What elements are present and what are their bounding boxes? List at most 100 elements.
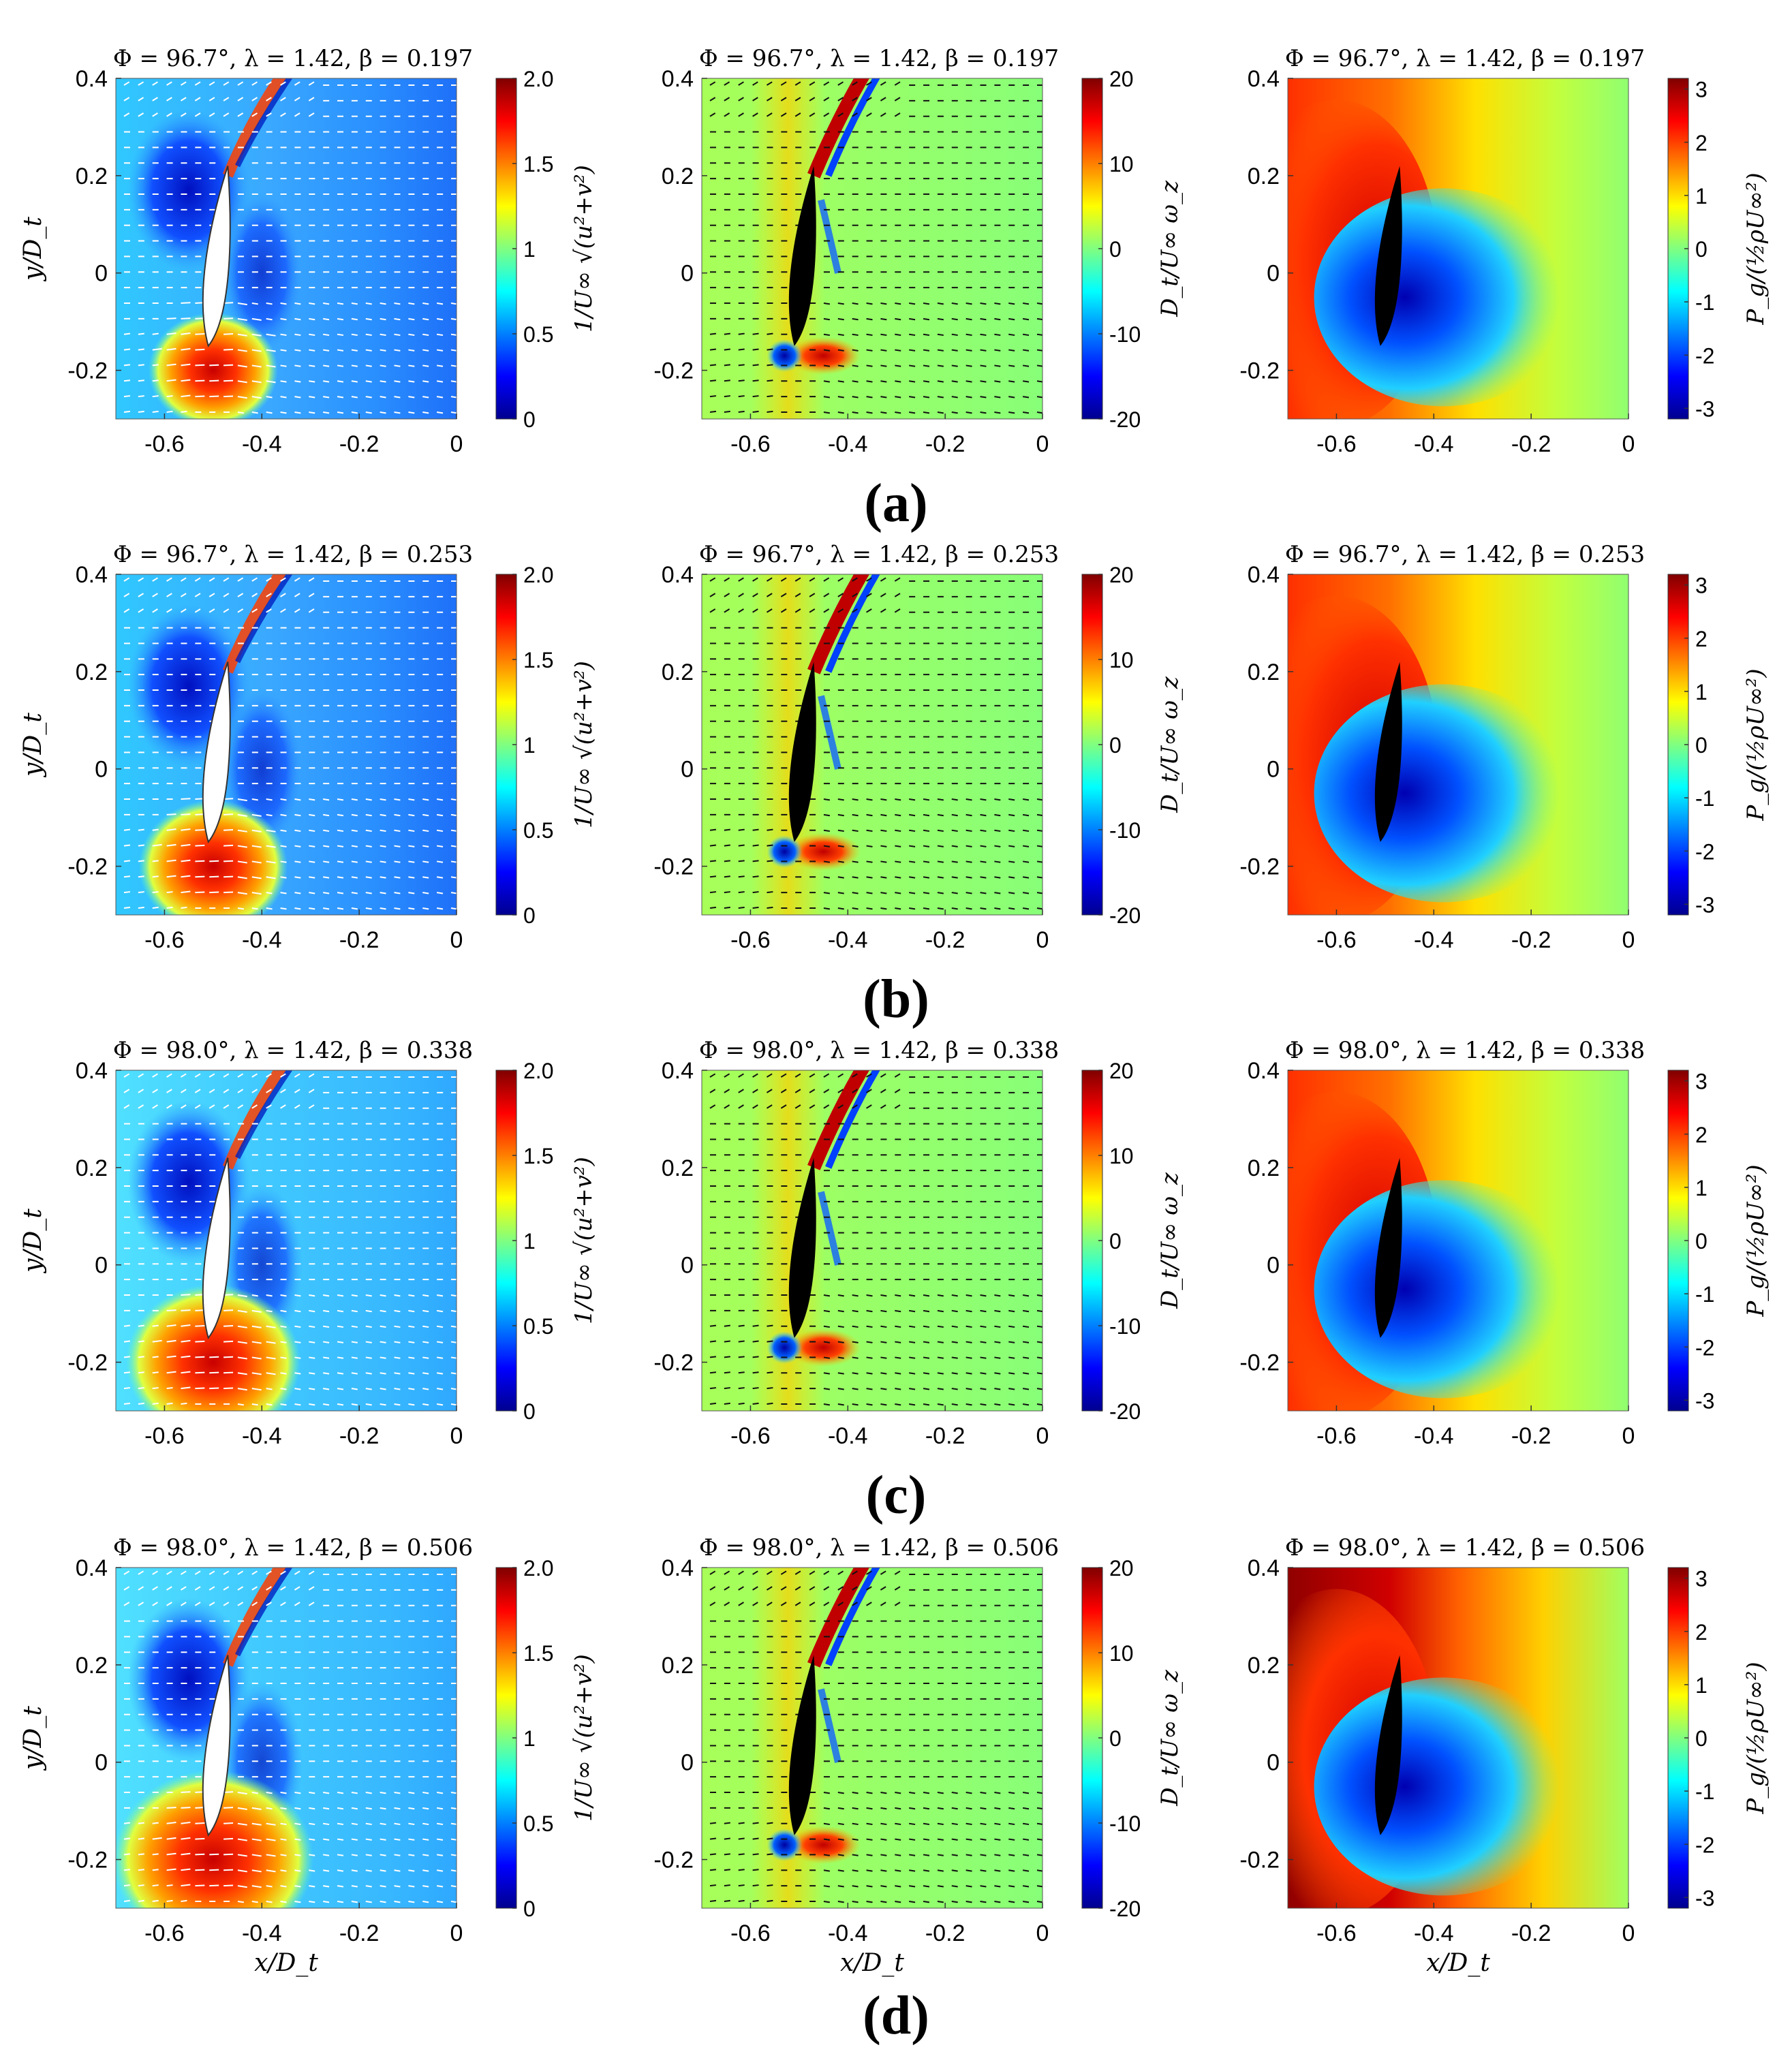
vector-arrow [152,97,158,102]
vector-arrow [337,349,344,352]
vector-arrow [767,410,773,413]
vector-arrow [138,81,144,86]
y-tick-label: 0.4 [76,562,108,588]
vector-arrow [166,1852,176,1856]
vector-arrow [980,1838,987,1841]
vector-arrow [365,860,372,863]
vector-arrow [909,1325,916,1328]
vector-arrow [380,1901,386,1903]
x-tick-label: -0.4 [242,1920,282,1946]
vector-arrow [1022,380,1030,383]
colorbar-tick-label: 0 [1695,237,1708,262]
vector-arrow [866,577,872,582]
vector-arrow [450,380,457,383]
y-tick-label: -0.2 [67,1848,108,1873]
axes-frame [701,78,1043,420]
vector-arrow [823,380,831,383]
vector-arrow [450,317,457,321]
vector-arrow [394,1341,401,1343]
x-tick-label: 0 [1622,431,1635,457]
vector-arrow [365,302,372,305]
colorbar-tick-label: 3 [1695,1567,1708,1591]
vector-arrow [852,411,859,414]
vector-arrow [823,1388,831,1390]
axes-frame [701,574,1043,916]
vector-arrow [294,798,301,801]
vector-arrow [738,1073,744,1078]
vector-arrow [351,396,358,399]
vector-arrow [323,1403,330,1406]
vector-arrow [294,1570,300,1575]
vector-arrow [709,1570,716,1575]
y-axis-label: y/D_t [19,1706,47,1771]
vector-arrow [251,845,262,848]
colorbar-label: 1/U∞ √(u²+v²) [570,1157,598,1324]
vector-arrow [337,892,344,894]
vector-arrow [980,302,987,305]
vector-arrow [894,1104,901,1109]
vector-arrow [237,1792,247,1795]
y-axis-label: y/D_t [19,1209,47,1274]
vector-arrow [1008,1838,1015,1841]
vector-arrow [166,875,176,878]
vector-arrow [123,81,130,86]
vector-arrow [1008,349,1015,352]
vorticity-field [702,78,1042,419]
vector-arrow [994,892,1001,894]
vector-arrow [994,1388,1001,1390]
vector-arrow [923,1901,930,1903]
vector-arrow [767,1371,773,1374]
vector-arrow [294,97,300,102]
vector-arrow [752,860,759,862]
vector-arrow [280,349,287,352]
vector-arrow [223,1073,230,1078]
negative-vortex [767,339,803,373]
vector-arrow [166,410,173,413]
vector-arrow [880,593,886,597]
vector-arrow [450,1792,457,1794]
vector-arrow [794,81,801,86]
y-tick-label: 0 [1267,261,1280,287]
vector-arrow [123,860,131,862]
colorbar-tick-label: 20 [1109,67,1134,91]
axes-frame [115,1070,457,1412]
panel-velocity-d: -0.6 -0.4 -0.2 00.40.20-0.2y/D_tx/D_t2.01.5… [19,1534,598,1977]
vector-arrow [823,81,830,86]
vector-arrow [895,364,901,367]
x-tick-label: 0 [1036,927,1049,953]
vector-arrow [1036,380,1042,383]
colorbar-tick-label: -2 [1695,839,1714,864]
blade-shape [1374,1157,1402,1338]
vector-arrow [422,349,429,352]
vector-arrow [823,1807,831,1810]
vector-arrow [866,1356,873,1359]
vector-arrow [195,1869,205,1871]
vector-arrow [365,1294,372,1297]
vector-arrow [1036,1341,1042,1343]
vector-arrow [323,798,330,801]
vector-arrow [280,1325,287,1328]
vector-arrow [880,1602,886,1606]
colorbar-tick-label: -3 [1695,1886,1714,1910]
vector-arrow [308,112,315,117]
vector-arrow [937,333,944,337]
vector-arrow [880,112,886,117]
vector-arrow [394,333,401,337]
colorbar-tick-label: -10 [1109,1314,1141,1339]
vector-arrow [852,608,858,613]
vector-arrow [223,1294,234,1296]
y-tick-label: 0.2 [76,1155,108,1181]
vector-arrow [266,1838,276,1841]
vector-arrow [280,1294,287,1297]
vector-arrow [823,860,831,863]
vector-arrow [909,1807,916,1810]
vector-arrow [180,97,187,102]
vector-arrow [323,1792,330,1794]
vector-arrow [450,860,457,863]
vector-arrow [380,1325,386,1328]
low-velocity-region [221,191,303,355]
vector-arrow [965,829,972,832]
wake-jet [222,574,286,674]
colorbar-tick-label: 0.5 [523,1314,553,1339]
vector-arrow [1022,1325,1030,1328]
